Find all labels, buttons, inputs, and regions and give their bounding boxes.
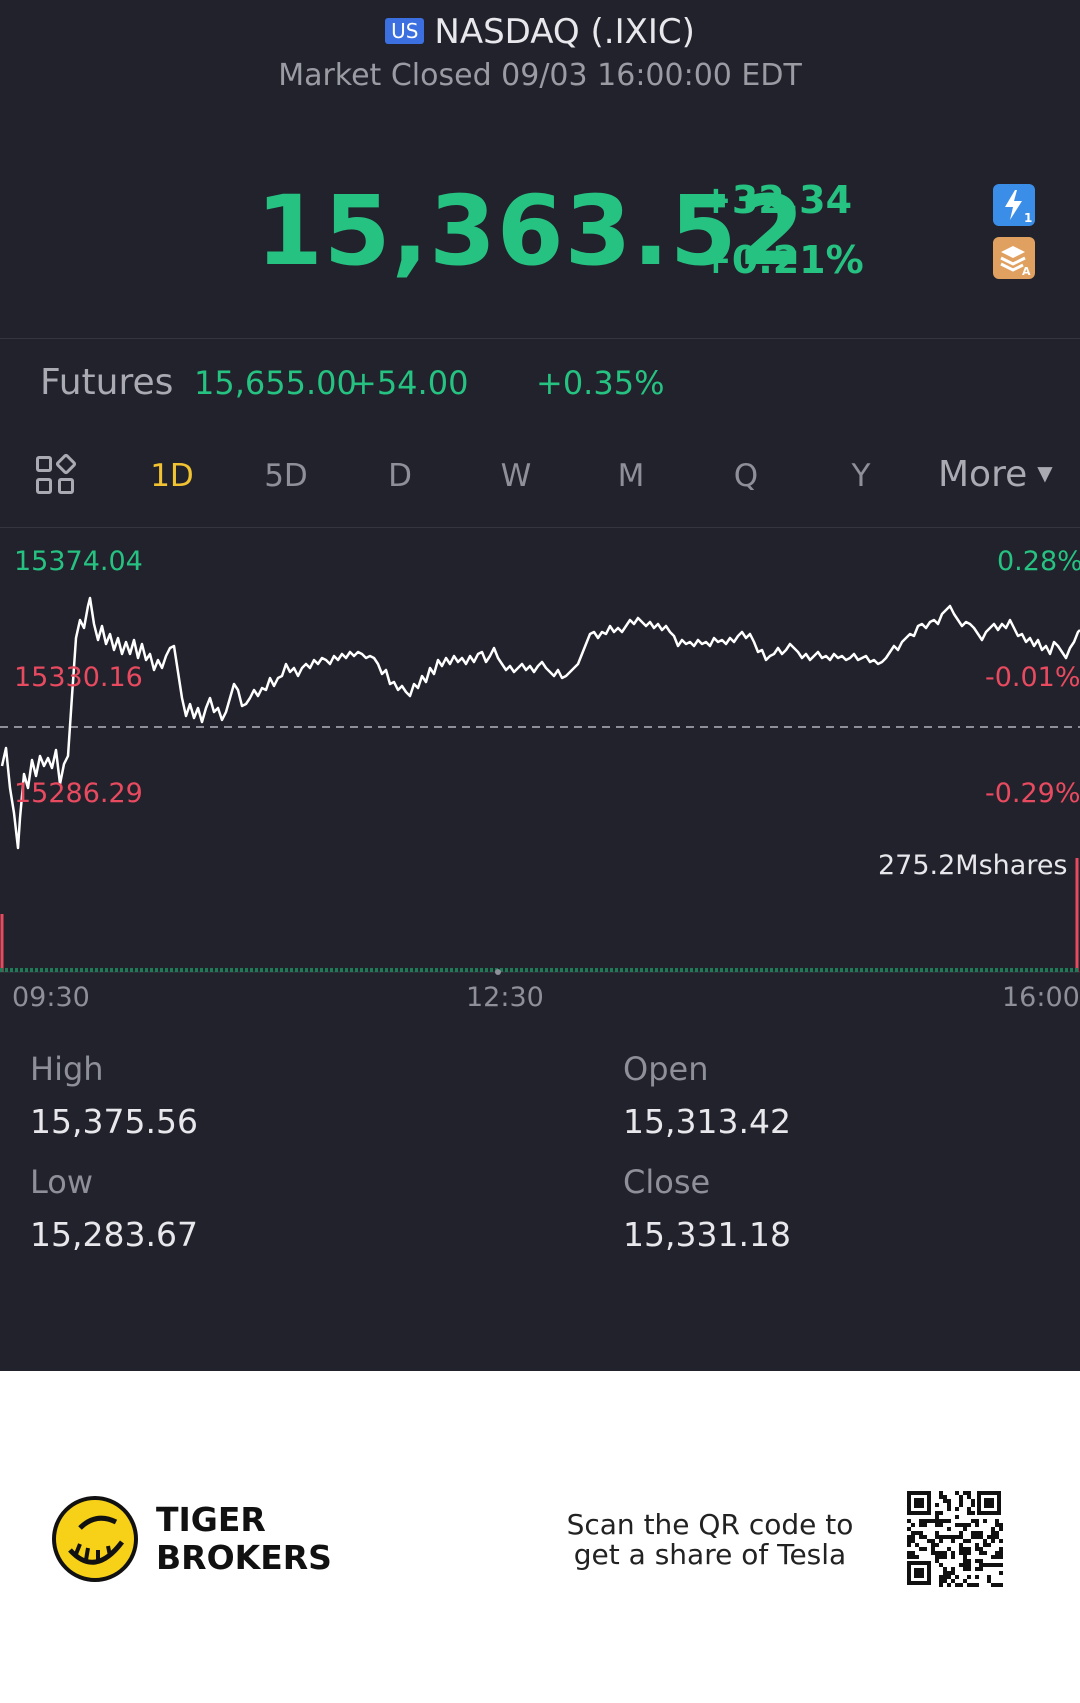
price-line	[0, 596, 1080, 850]
tab-y[interactable]: Y	[851, 458, 871, 494]
more-periods-dropdown[interactable]: More ▼	[938, 454, 1053, 495]
us-market-badge: US	[385, 18, 425, 44]
chart-layout-icon[interactable]	[36, 452, 78, 498]
futures-change: +54.00	[350, 364, 469, 402]
index-name: NASDAQ (.IXIC)	[434, 12, 695, 52]
caret-down-icon: ▼	[1037, 461, 1053, 485]
low-label: Low	[30, 1163, 94, 1201]
lightning-icon[interactable]: 1	[993, 184, 1035, 226]
tab-d[interactable]: D	[388, 458, 412, 494]
quote-screen: US NASDAQ (.IXIC) Market Closed 09/03 16:…	[0, 0, 1080, 1371]
market-status: Market Closed 09/03 16:00:00 EDT	[278, 58, 802, 93]
tab-q[interactable]: Q	[733, 458, 759, 494]
page-title: US NASDAQ (.IXIC)	[0, 12, 1080, 52]
close-label: Close	[623, 1163, 711, 1201]
svg-text:1: 1	[1024, 211, 1032, 225]
brand-name-line1: TIGER	[156, 1500, 266, 1539]
open-label: Open	[623, 1050, 709, 1088]
price-change-pct: +0.21%	[700, 238, 864, 282]
time-start-label: 09:30	[12, 982, 90, 1013]
last-price: 15,363.52	[256, 175, 806, 287]
brand-name-line2: BROKERS	[156, 1538, 332, 1577]
tab-5d[interactable]: 5D	[264, 458, 308, 494]
divider	[0, 338, 1080, 339]
volume-label: 275.2Mshares	[878, 850, 1068, 881]
tab-1d[interactable]: 1D	[150, 458, 194, 494]
tab-m[interactable]: M	[617, 458, 645, 494]
open-value: 15,313.42	[623, 1102, 791, 1141]
chart-low-label: 15286.29	[14, 778, 143, 809]
low-value: 15,283.67	[30, 1215, 198, 1254]
divider	[0, 527, 1080, 528]
chart-mid-pct: -0.01%	[985, 662, 1080, 693]
high-label: High	[30, 1050, 104, 1088]
high-value: 15,375.56	[30, 1102, 198, 1141]
volume-midpoint-dot	[495, 969, 501, 975]
chart-high-pct: 0.28%	[997, 546, 1080, 577]
price-change: +32.34	[700, 178, 853, 222]
tab-w[interactable]: W	[500, 458, 532, 494]
promo-text-line1: Scan the QR code to	[566, 1508, 854, 1541]
futures-change-pct: +0.35%	[536, 364, 665, 402]
chart-mid-label: 15330.16	[14, 662, 143, 693]
close-value: 15,331.18	[623, 1215, 791, 1254]
promo-text-line2: get a share of Tesla	[573, 1538, 847, 1571]
time-end-label: 16:00	[1002, 982, 1080, 1013]
qr-code[interactable]	[905, 1489, 1003, 1587]
time-mid-label: 12:30	[466, 982, 544, 1013]
tiger-brokers-logo	[52, 1496, 138, 1582]
chart-high-label: 15374.04	[14, 546, 143, 577]
futures-label: Futures	[40, 362, 174, 403]
intraday-chart[interactable]: 15374.04 0.28% 15330.16 -0.01% 15286.29 …	[0, 528, 1080, 1013]
svg-text:A: A	[1022, 265, 1031, 278]
futures-value: 15,655.00	[194, 364, 357, 402]
chart-low-pct: -0.29%	[985, 778, 1080, 809]
more-label: More	[938, 454, 1028, 495]
layers-icon[interactable]: A	[993, 237, 1035, 279]
